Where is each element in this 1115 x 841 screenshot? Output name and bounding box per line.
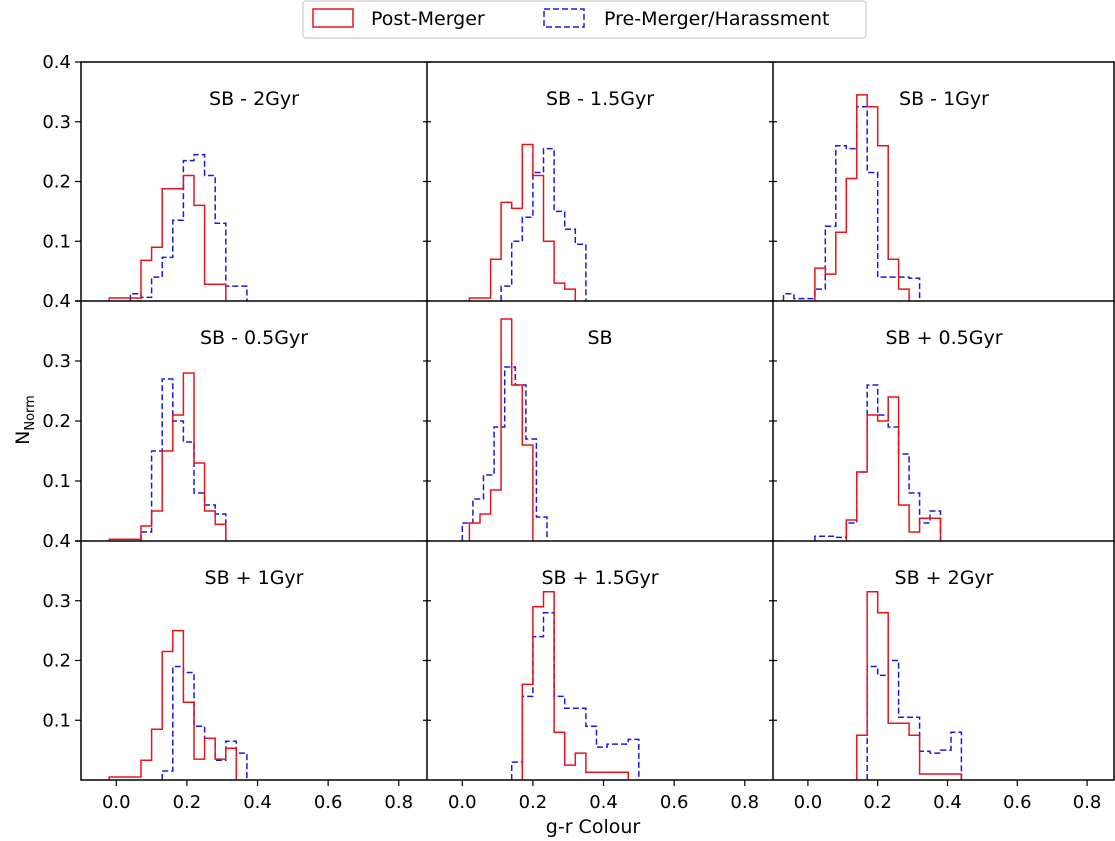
panel-title: SB + 1.5Gyr	[541, 567, 658, 589]
panel-title: SB + 1Gyr	[205, 567, 304, 589]
y-tick-label: 0.3	[42, 112, 71, 133]
x-tick-label: 0.6	[314, 792, 343, 813]
x-tick-label: 0.8	[1073, 792, 1102, 813]
x-tick-label: 0.8	[384, 792, 413, 813]
legend: Post-Merger Pre-Merger/Harassment	[302, 0, 867, 39]
y-tick-label: 0.1	[42, 231, 71, 252]
histogram-post-merger	[108, 174, 227, 301]
y-tick-label: 0.3	[42, 591, 71, 612]
histogram-pre-merger	[161, 665, 248, 780]
panel-title: SB	[587, 327, 612, 349]
y-axis-label-sub: Norm	[23, 395, 38, 430]
x-tick-label: 0.8	[730, 792, 759, 813]
x-tick-label: 0.4	[243, 792, 272, 813]
y-tick-label: 0.2	[42, 172, 71, 193]
y-tick-label: 0.2	[42, 411, 71, 432]
x-tick-label: 0.0	[794, 792, 823, 813]
histogram-pre-merger	[866, 659, 963, 780]
histogram-post-merger	[845, 396, 942, 541]
legend-label-pre-merger: Pre-Merger/Harassment	[604, 8, 829, 30]
panel-1: SB - 2Gyr	[75, 61, 299, 301]
panel-2: SB - 1.5Gyr	[423, 61, 654, 301]
x-tick-label: 0.2	[173, 792, 202, 813]
histogram-post-merger	[468, 318, 534, 541]
x-tick-label: 0.2	[863, 792, 892, 813]
panel-title: SB - 1Gyr	[899, 88, 989, 110]
y-tick-label: 0.4	[42, 291, 71, 312]
y-axis-label: NNorm	[12, 395, 38, 445]
histogram-pre-merger	[500, 147, 587, 301]
x-tick-label: 0.6	[1003, 792, 1032, 813]
panel-8: SB + 1.5Gyr	[423, 540, 746, 786]
x-tick-label: 0.4	[589, 792, 618, 813]
legend-label-post-merger: Post-Merger	[371, 8, 485, 30]
x-tick-label: 0.6	[660, 792, 689, 813]
y-tick-label: 0.1	[42, 710, 71, 731]
panel-3: SB - 1Gyr	[769, 61, 989, 301]
histogram-post-merger	[108, 629, 238, 780]
x-tick-label: 0.0	[102, 792, 131, 813]
panel-title: SB + 2Gyr	[895, 567, 994, 589]
histogram-post-merger	[468, 143, 577, 301]
y-tick-label: 0.1	[42, 471, 71, 492]
panel-5: SB	[423, 300, 613, 541]
panel-4: SB - 0.5Gyr	[75, 300, 308, 541]
x-tick-label: 0.4	[933, 792, 962, 813]
panel-title: SB - 0.5Gyr	[200, 327, 308, 349]
y-tick-label: 0.4	[42, 531, 71, 552]
x-tick-label: 0.2	[519, 792, 548, 813]
y-tick-label: 0.4	[42, 52, 71, 73]
legend-swatch-pre-merger	[543, 8, 585, 28]
histogram-pre-merger	[140, 378, 227, 541]
x-tick-label: 0.0	[448, 792, 477, 813]
panel-grid: SB - 2Gyr SB - 1.5Gyr SB - 1Gyr SB - 0.5Gyr…	[42, 52, 1115, 813]
y-axis-label-main: N	[12, 431, 34, 445]
plot-frame	[80, 61, 1115, 781]
histogram-pre-merger	[510, 611, 640, 780]
histogram-post-merger	[814, 94, 910, 301]
histogram-pre-merger	[129, 153, 248, 301]
y-tick-label: 0.3	[42, 351, 71, 372]
histogram-pre-merger	[461, 366, 548, 541]
panel-7: SB + 1Gyr	[75, 540, 400, 786]
x-axis-label: g-r Colour	[546, 816, 641, 838]
panel-title: SB + 0.5Gyr	[885, 327, 1002, 349]
panel-title: SB - 2Gyr	[209, 88, 299, 110]
panel-title: SB - 1.5Gyr	[546, 88, 654, 110]
histogram-post-merger	[521, 591, 629, 780]
panel-9: SB + 2Gyr	[769, 540, 1088, 786]
y-tick-label: 0.2	[42, 651, 71, 672]
histogram-post-merger	[108, 372, 227, 541]
legend-swatch-post-merger	[312, 8, 354, 28]
panel-6: SB + 0.5Gyr	[769, 300, 1003, 541]
histogram-post-merger	[856, 591, 963, 780]
